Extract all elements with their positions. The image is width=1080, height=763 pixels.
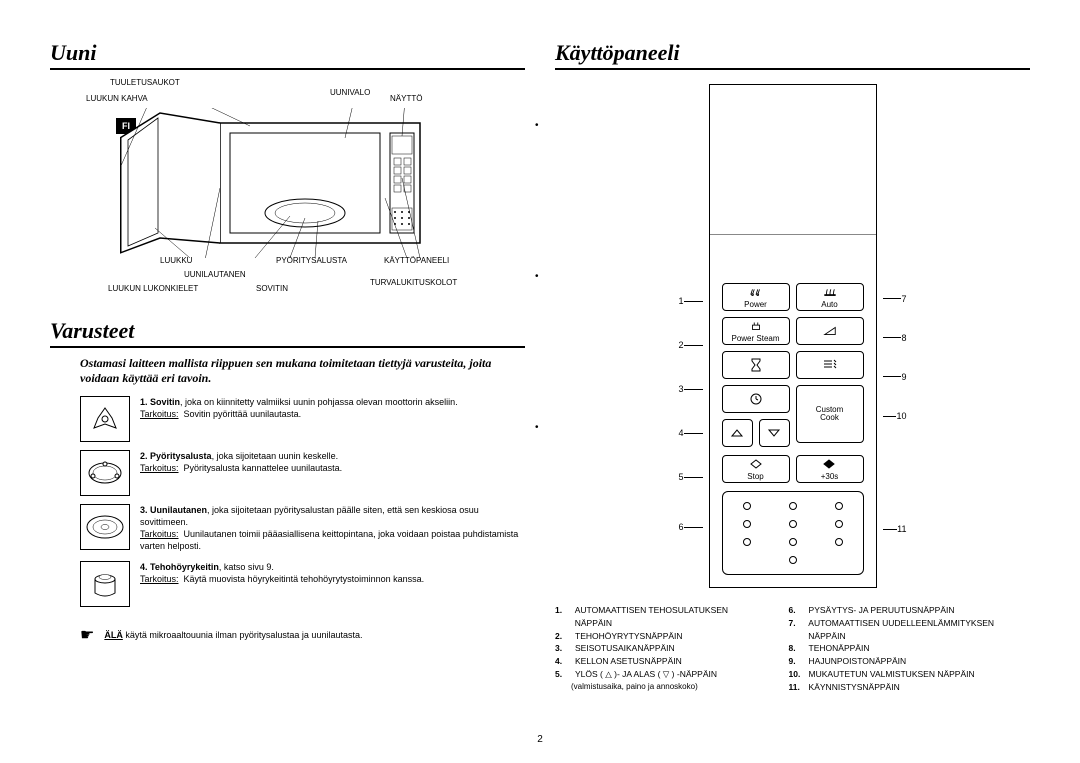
custom-cook-button[interactable]: Custom Cook: [796, 385, 864, 443]
auto-reheat-button[interactable]: Auto: [796, 283, 864, 311]
label-handle: LUUKUN KAHVA: [86, 94, 148, 103]
panel-legend: 1.AUTOMAATTISEN TEHOSULATUKSEN NÄPPÄIN 2…: [555, 604, 1030, 693]
oven-illustration: [120, 108, 430, 258]
label-latches: LUUKUN LUKONKIELET: [108, 284, 198, 293]
warning-note: ☛ ÄLÄ käytä mikroaaltouunia ilman pyörit…: [80, 625, 525, 645]
legend-left-list: 1.AUTOMAATTISEN TEHOSULATUKSEN NÄPPÄIN 2…: [555, 604, 765, 693]
accessory-row: 2. Pyöritysalusta, joka sijoitetaan uuni…: [80, 450, 525, 496]
label-coupler: SOVITIN: [256, 284, 288, 293]
start-plus30s-button[interactable]: +30s: [796, 455, 864, 483]
label-light: UUNIVALO: [330, 88, 370, 97]
control-panel: Power Auto Power Steam Custom Cook Stop: [709, 84, 877, 588]
pointing-hand-icon: ☛: [80, 625, 94, 645]
page-container: Uuni TUULETUSAUKOT LUUKUN KAHVA UUNIVALO…: [0, 0, 1080, 713]
label-holes: TURVALUKITUSKOLOT: [370, 278, 457, 287]
accessory-row: 1. Sovitin, joka on kiinnitetty valmiiks…: [80, 396, 525, 442]
right-column: Käyttöpaneeli 1 2 3 4 5 6 Power Auto Pow…: [555, 40, 1030, 693]
left-column: Uuni TUULETUSAUKOT LUUKUN KAHVA UUNIVALO…: [50, 40, 525, 693]
turntable-icon: [80, 504, 130, 550]
section-title-oven: Uuni: [50, 40, 525, 70]
accessory-text: 1. Sovitin, joka on kiinnitetty valmiiks…: [140, 396, 525, 442]
accessory-row: 4. Tehohöyrykeitin, katso sivu 9. Tarkoi…: [80, 561, 525, 607]
steamer-icon: [80, 561, 130, 607]
control-panel-diagram: 1 2 3 4 5 6 Power Auto Power Steam: [555, 84, 1030, 588]
label-tray: UUNILAUTANEN: [184, 270, 246, 279]
section-title-accessories: Varusteet: [50, 318, 525, 348]
legend-right-list: 6.PYSÄYTYS- JA PERUUTUSNÄPPÄIN 7.AUTOMAA…: [789, 604, 1030, 693]
standing-time-button[interactable]: [722, 351, 790, 379]
panel-button-grid: Power Auto Power Steam Custom Cook: [722, 283, 864, 447]
label-vent: TUULETUSAUKOT: [110, 78, 180, 87]
page-number: 2: [537, 734, 543, 745]
panel-callouts-left: 1 2 3 4 5 6: [679, 84, 703, 549]
label-display: NÄYTTÖ: [390, 94, 422, 103]
accessory-text: 4. Tehohöyrykeitin, katso sivu 9. Tarkoi…: [140, 561, 525, 607]
down-button[interactable]: [759, 419, 790, 447]
accessories-intro: Ostamasi laitteen mallista riippuen sen …: [80, 356, 525, 386]
power-steam-button[interactable]: Power Steam: [722, 317, 790, 345]
power-level-button[interactable]: [796, 317, 864, 345]
roller-ring-icon: [80, 450, 130, 496]
oven-diagram: TUULETUSAUKOT LUUKUN KAHVA UUNIVALO NÄYT…: [80, 78, 525, 298]
panel-spacer: [710, 85, 876, 235]
section-title-panel: Käyttöpaneeli: [555, 40, 1030, 70]
clock-button[interactable]: [722, 385, 790, 413]
coupler-icon: [80, 396, 130, 442]
fold-marks: •••: [535, 120, 539, 433]
accessories-list: 1. Sovitin, joka on kiinnitetty valmiiks…: [80, 396, 525, 607]
stop-button[interactable]: Stop: [722, 455, 790, 483]
deodorize-button[interactable]: [796, 351, 864, 379]
defrost-button[interactable]: Power: [722, 283, 790, 311]
accessory-text: 2. Pyöritysalusta, joka sijoitetaan uuni…: [140, 450, 525, 496]
accessory-row: 3. Uunilautanen, joka sijoitetaan pyörit…: [80, 504, 525, 553]
panel-callouts-right: 7 8 9 10 11: [883, 84, 907, 549]
up-button[interactable]: [722, 419, 753, 447]
panel-numpad[interactable]: [722, 491, 864, 575]
panel-display: [722, 243, 864, 275]
accessory-text: 3. Uunilautanen, joka sijoitetaan pyörit…: [140, 504, 525, 553]
